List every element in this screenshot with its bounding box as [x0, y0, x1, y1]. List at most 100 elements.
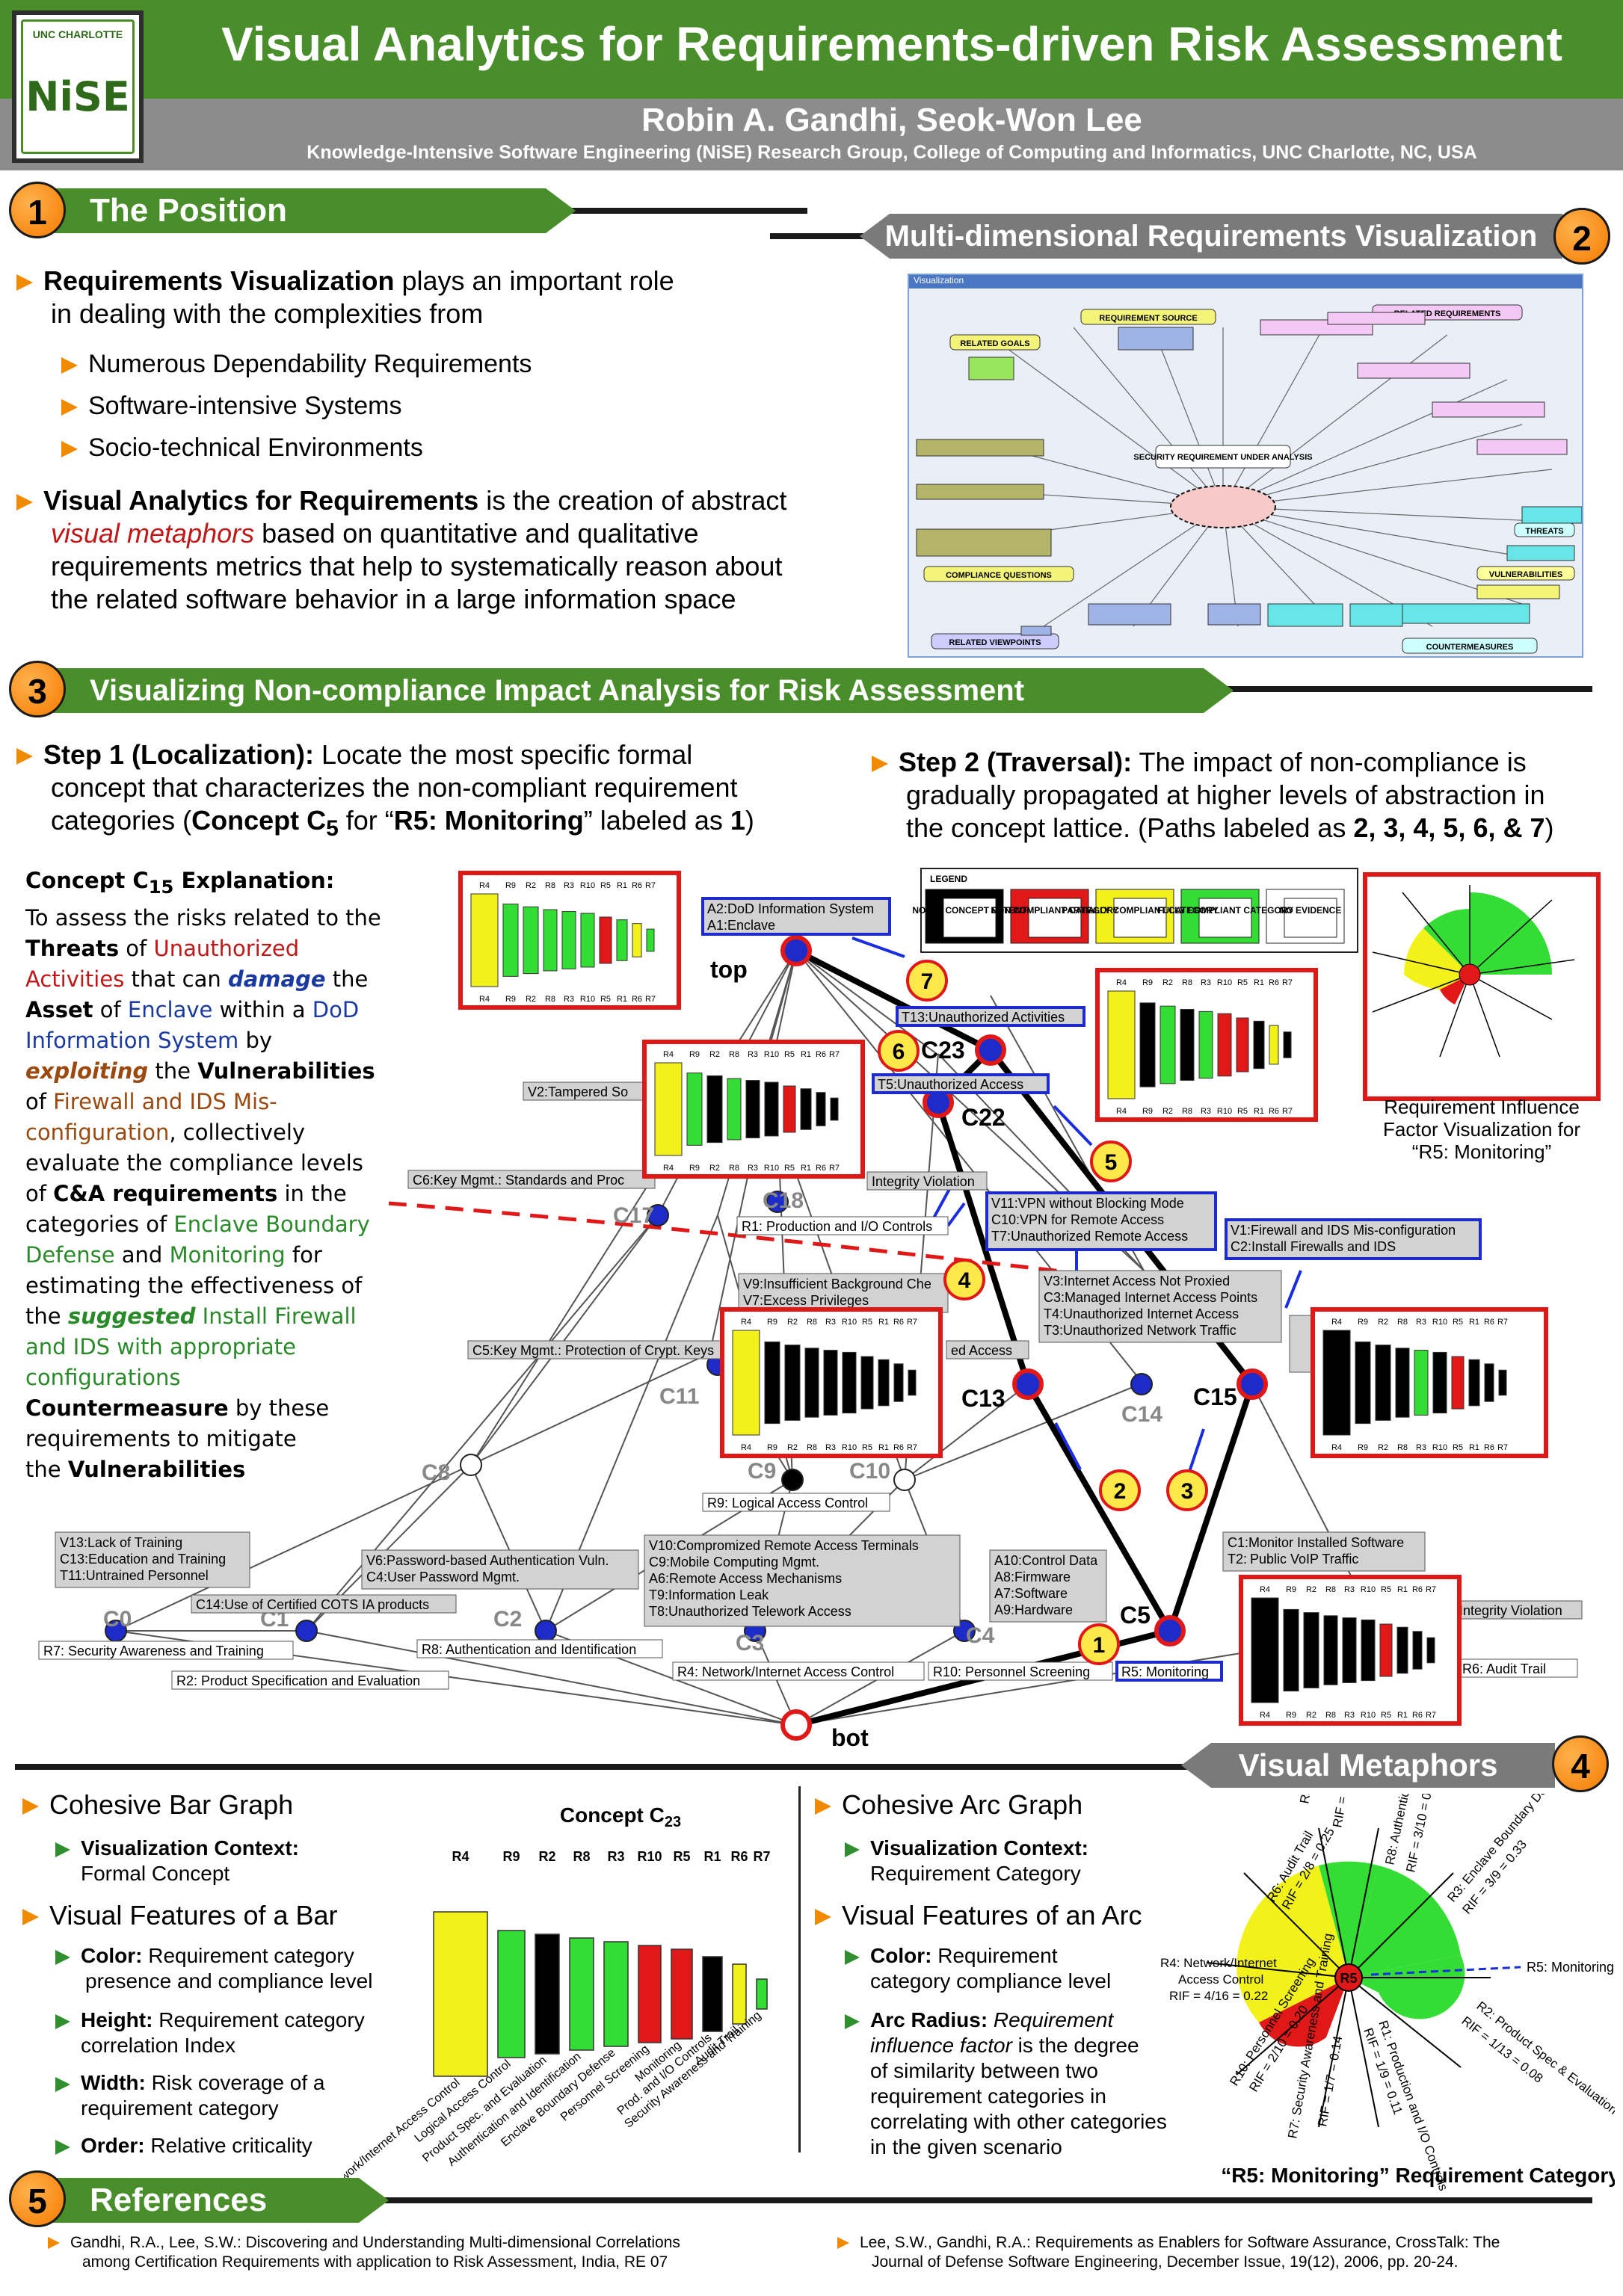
legend-noncompliant: NON COMPLIANT CATEGORY [991, 905, 1118, 916]
bar-label-r3: R3 [825, 1443, 836, 1452]
box-t8: T8:Unauthorized Telework Access [649, 1604, 851, 1619]
bullet-green-icon [55, 2139, 70, 2155]
bar-r9 [1355, 1341, 1371, 1425]
bar-label-r5: R5 [1453, 1443, 1463, 1452]
box-a8: A8:Firmware [994, 1570, 1071, 1584]
box-v3: V3:Internet Access Not Proxied [1044, 1274, 1230, 1289]
c23-bar-name: Prod. and I/O Controls [615, 2031, 715, 2117]
box-t13: T13:Unauthorized Activities [902, 1010, 1065, 1025]
label-center: SECURITY REQUIREMENT UNDER ANALYSIS [1133, 453, 1312, 462]
bar-label-r10: R10 [764, 1050, 779, 1059]
bar-r3 [1414, 1350, 1429, 1416]
box-v13: V13:Lack of Training [60, 1535, 182, 1550]
bar-label-r7: R7 [1426, 1585, 1436, 1594]
bar-label-r1: R1 [1254, 978, 1264, 987]
bar-label-r9: R9 [1142, 978, 1153, 987]
bar-label-r1: R1 [801, 1050, 811, 1059]
bar-label-r6: R6 [1269, 978, 1279, 987]
bar-label-r9: R9 [1358, 1318, 1368, 1327]
bar-label-r7: R7 [1282, 978, 1293, 987]
bar-label-r3: R3 [1344, 1585, 1355, 1594]
bar-label-r4: R4 [479, 881, 490, 890]
bar-label-r7: R7 [1497, 1443, 1508, 1452]
c23-bar-r10 [638, 1945, 662, 2043]
bar-r4 [1251, 1597, 1279, 1703]
c23-bar-r3 [603, 1941, 629, 2047]
bar-r5 [783, 1085, 796, 1133]
bar-r5 [860, 1356, 874, 1410]
bullet-triangle-icon [16, 494, 33, 511]
bar-r7 [1498, 1369, 1507, 1396]
bullet-triangle-icon [872, 756, 888, 773]
bar-r7 [1426, 1637, 1435, 1664]
box-r2: R2: Product Specification and Evaluation [176, 1673, 420, 1688]
section3-number: 3 [9, 661, 66, 718]
svg-text:1: 1 [1093, 1633, 1106, 1658]
bar-label-r10: R10 [764, 1164, 779, 1173]
arc-vc: Visualization Context: Requirement Catego… [845, 1836, 1088, 1886]
c23-bar-name: Network/Internet Access Control [344, 2076, 463, 2182]
node-c17: C17 [613, 1203, 654, 1228]
label-compliance-questions: COMPLIANCE QUESTIONS [946, 571, 1052, 580]
bar-label-r10: R10 [1217, 1107, 1232, 1116]
c23-bar-label: R9 [502, 1849, 520, 1864]
section5-number: 5 [9, 2170, 66, 2227]
bar-label-r6: R6 [632, 995, 642, 1004]
bar-label-r2: R2 [709, 1050, 720, 1059]
bar-label-r6: R6 [1484, 1443, 1494, 1452]
bar-r2 [1303, 1612, 1319, 1688]
bar-label-r8: R8 [807, 1318, 817, 1327]
bar-label-r5: R5 [862, 1318, 872, 1327]
bar-r6 [816, 1092, 826, 1126]
bar-r2 [1375, 1345, 1391, 1421]
rif-arc-mini [1363, 872, 1601, 1101]
bar-label-r4: R4 [741, 1318, 751, 1327]
header-subband [0, 99, 1623, 170]
node-c13: C13 [961, 1385, 1005, 1412]
bar-label-r3: R3 [564, 995, 574, 1004]
bar-r3 [823, 1350, 838, 1416]
c23-bar-r1 [702, 1956, 723, 2032]
node-c2: C2 [493, 1607, 522, 1632]
bar-r6 [1484, 1363, 1494, 1402]
visual-features-bar-heading: Visual Features of a Bar [22, 1900, 338, 1931]
bullet-triangle-icon [837, 2237, 849, 2250]
bar-label-r7: R7 [907, 1443, 917, 1452]
reference-2: Lee, S.W., Gandhi, R.A.: Requirements as… [837, 2233, 1607, 2272]
bar-label-r1: R1 [801, 1164, 811, 1173]
section1-bullet2: Visual Analytics for Requirements is the… [16, 484, 891, 616]
box-c13b: C13:Education and Training [60, 1552, 226, 1567]
box-a9: A9:Hardware [994, 1602, 1073, 1617]
concept-c23-sub: 23 [665, 1814, 681, 1830]
bar-r1 [878, 1359, 890, 1407]
box-r4: R4: Network/Internet Access Control [677, 1664, 894, 1679]
box-c4b: C4:User Password Mgmt. [366, 1570, 520, 1584]
visual-features-arc-heading: Visual Features of an Arc [815, 1900, 1142, 1931]
bar-label-r2: R2 [1162, 978, 1173, 987]
section5-banner: References [37, 2178, 389, 2223]
section4-title: Visual Metaphors [1238, 1747, 1498, 1783]
box-v7: V7:Excess Privileges [743, 1293, 869, 1308]
box-integrity2: Integrity Violation [1459, 1603, 1562, 1618]
bar-label-r9: R9 [689, 1050, 700, 1059]
section1-banner: The Position [37, 188, 576, 233]
bar-label-r3: R3 [825, 1318, 836, 1327]
bar-label-r6: R6 [632, 881, 642, 890]
poster-authors: Robin A. Gandhi, Seok-Won Lee [641, 102, 1142, 138]
box-r10: R10: Personnel Screening [933, 1664, 1090, 1679]
bar-r2 [784, 1345, 801, 1421]
legend-title: LEGEND [930, 874, 967, 884]
node-c22: C22 [961, 1104, 1005, 1131]
bar-r3 [745, 1080, 760, 1138]
path-badges: 7 6 5 4 2 3 1 [878, 960, 1208, 1665]
node-c4: C4 [966, 1623, 995, 1648]
bar-r1 [800, 1088, 812, 1130]
bar-r3 [1342, 1617, 1357, 1683]
bar-label-r3: R3 [1416, 1318, 1426, 1327]
bar-label-r9: R9 [1142, 1107, 1153, 1116]
bar-label-r1: R1 [1254, 1107, 1264, 1116]
bar-label-r6: R6 [816, 1164, 826, 1173]
c23-bar-r8 [569, 1937, 594, 2051]
bar-r8 [543, 909, 558, 972]
logo-text: NiSE [25, 73, 130, 120]
